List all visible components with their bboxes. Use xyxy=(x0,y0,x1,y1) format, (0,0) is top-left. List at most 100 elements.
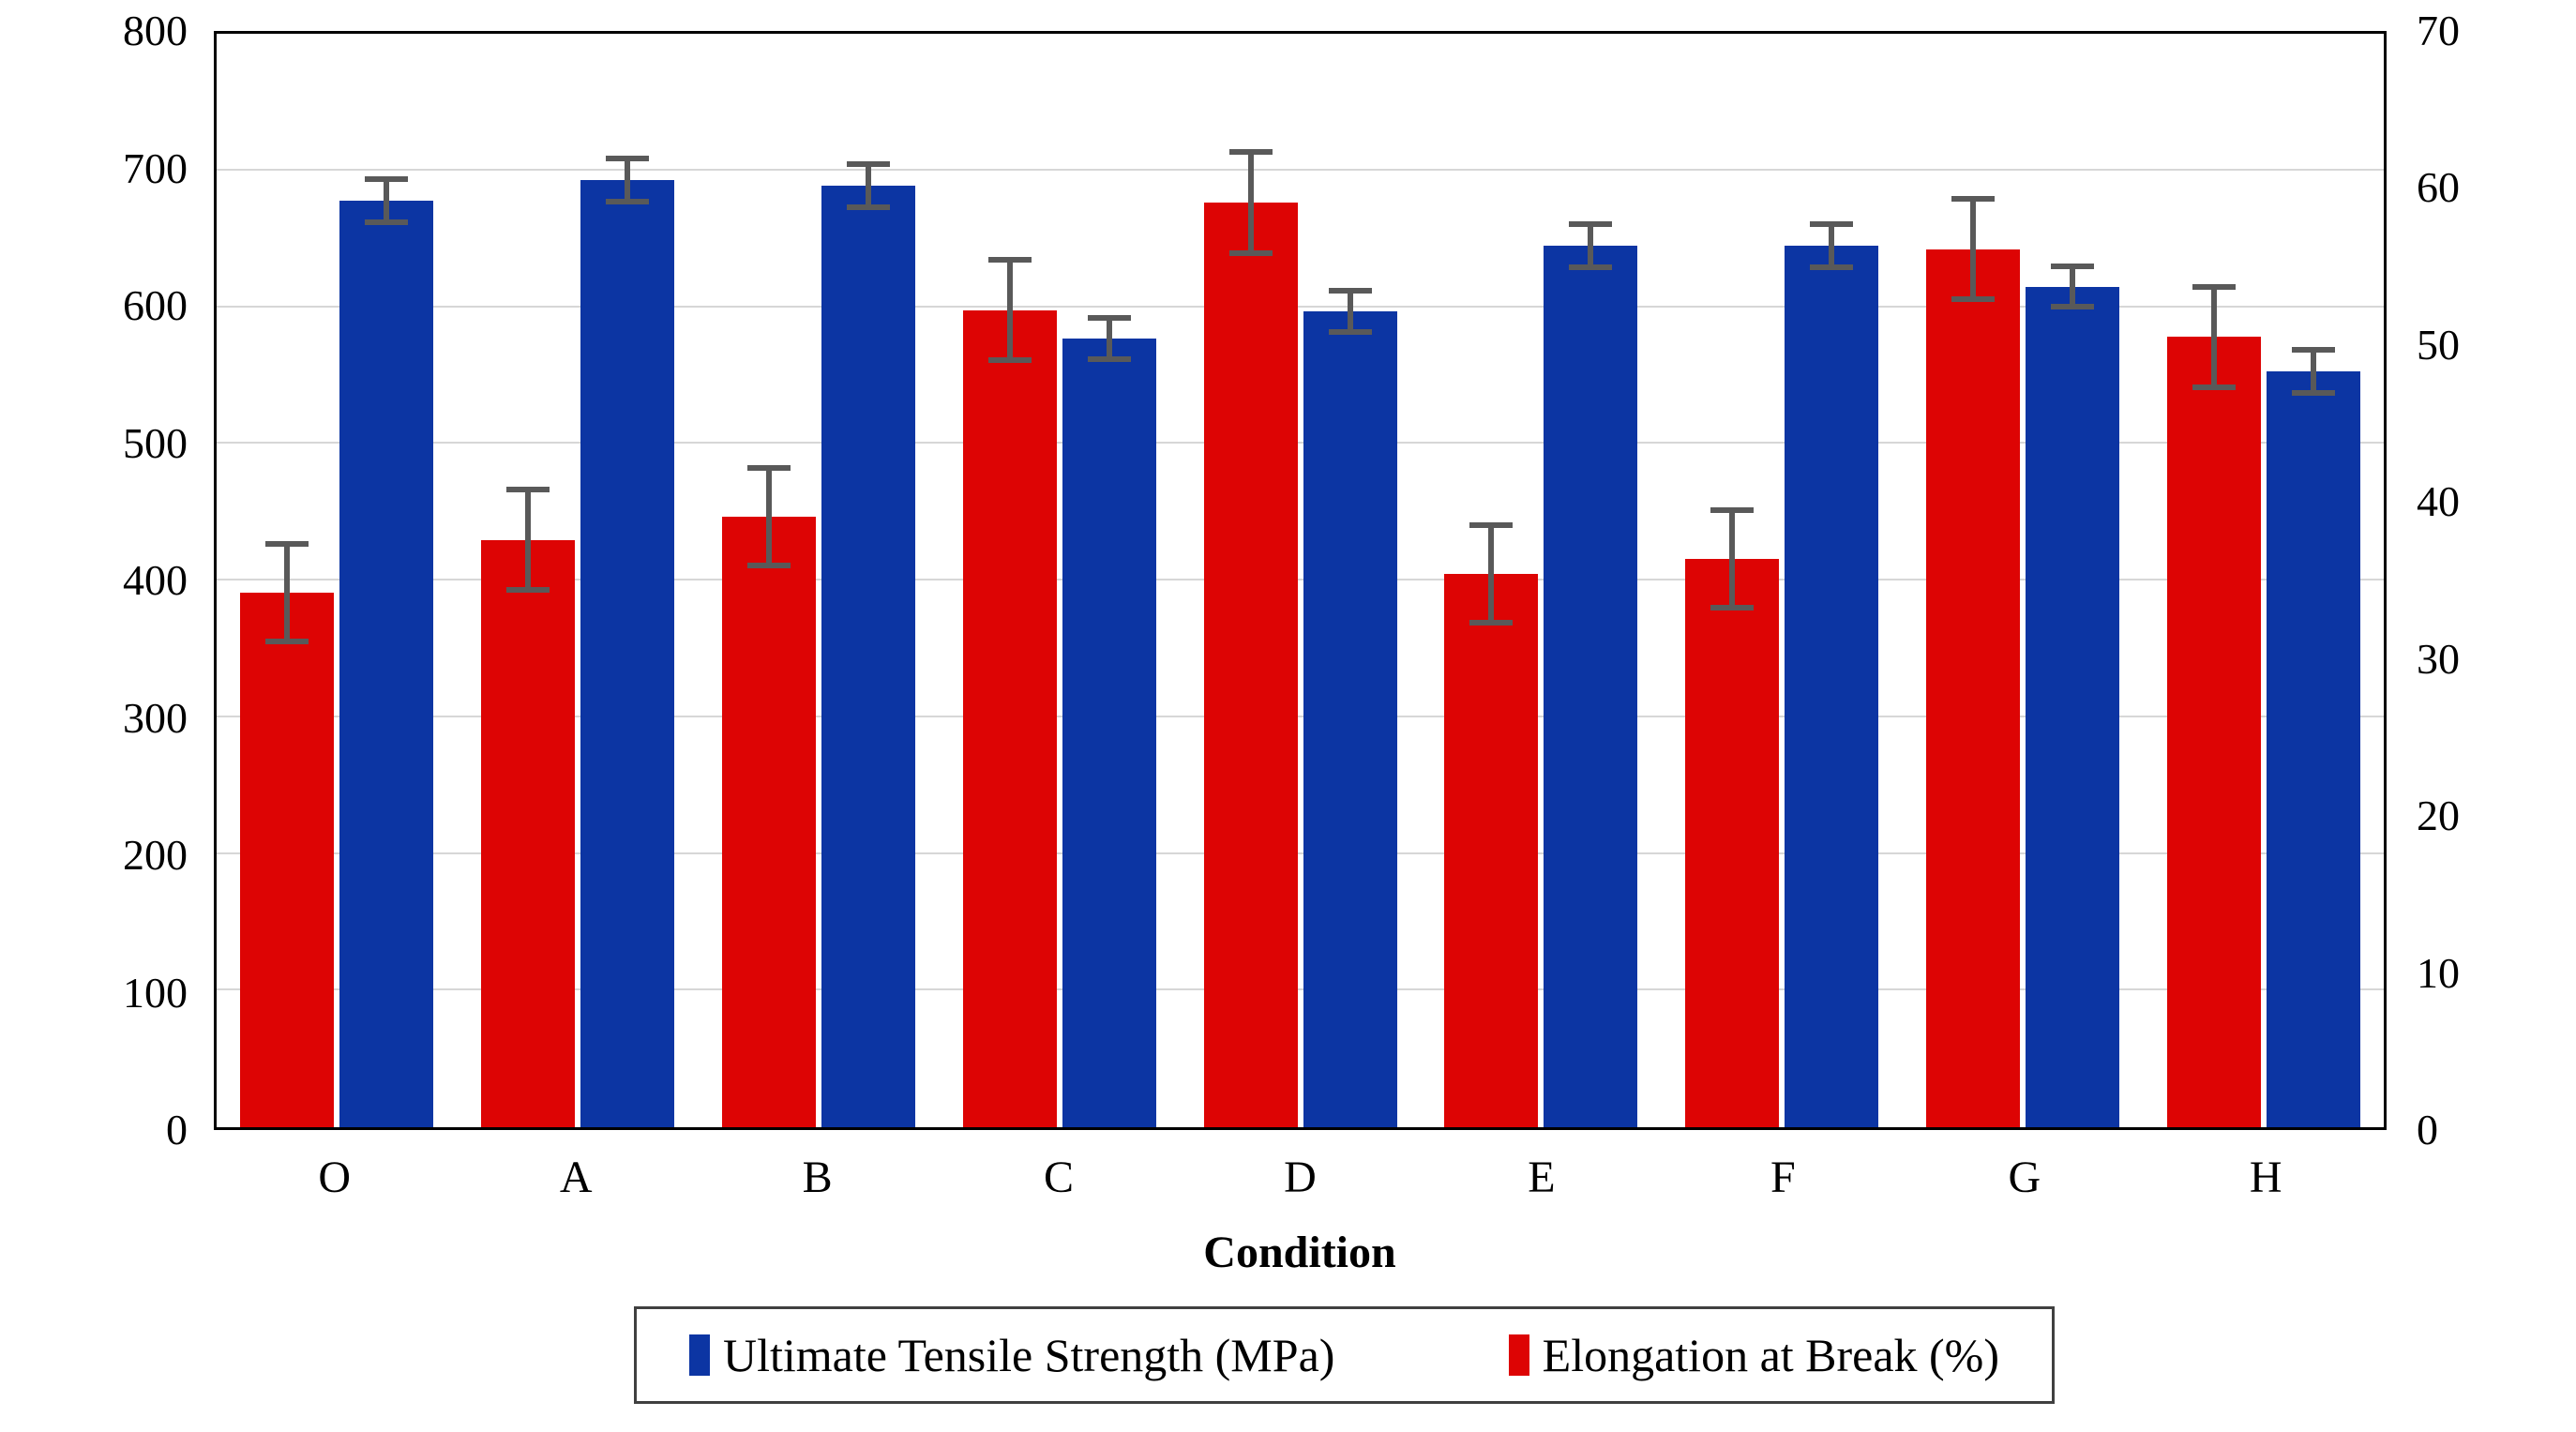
error-bar-line xyxy=(1829,220,1835,271)
elongation-error-bar-B xyxy=(746,464,791,568)
right-tick-50: 50 xyxy=(2417,320,2460,369)
uts-bar-D xyxy=(1303,310,1397,1127)
error-bar-cap-bottom xyxy=(1710,604,1755,610)
error-bar-line xyxy=(1588,220,1594,271)
error-bar-line xyxy=(284,541,291,645)
x-category-label-B: B xyxy=(802,1153,833,1202)
elongation-error-bar-O xyxy=(265,541,309,645)
uts-bar-G xyxy=(2025,286,2119,1127)
error-bar-cap-bottom xyxy=(746,562,791,568)
error-bar-cap-top xyxy=(1228,149,1273,156)
error-bar-cap-top xyxy=(987,257,1032,264)
x-category-label-C: C xyxy=(1044,1153,1075,1202)
error-bar-cap-top xyxy=(1810,220,1854,227)
uts-error-bar-D xyxy=(1328,288,1372,335)
x-category-label-O: O xyxy=(318,1153,352,1202)
gridline-300 xyxy=(217,715,2384,717)
error-bar-line xyxy=(625,155,631,205)
legend-entry-uts: Ultimate Tensile Strength (MPa) xyxy=(689,1332,1334,1379)
error-bar-cap-top xyxy=(1710,506,1755,513)
error-bar-cap-bottom xyxy=(365,219,409,226)
right-tick-20: 20 xyxy=(2417,791,2460,840)
uts-error-bar-E xyxy=(1569,220,1613,271)
gridline-700 xyxy=(217,168,2384,171)
error-bar-line xyxy=(2310,346,2316,397)
left-tick-800: 800 xyxy=(123,7,188,54)
gridline-400 xyxy=(217,579,2384,580)
error-bar-cap-top xyxy=(846,160,890,167)
error-bar-cap-bottom xyxy=(1810,264,1854,271)
error-bar-cap-bottom xyxy=(1469,620,1514,626)
uts-bar-F xyxy=(1785,245,1879,1127)
uts-error-bar-B xyxy=(846,160,890,211)
elongation-error-bar-G xyxy=(1951,196,1995,303)
x-category-label-E: E xyxy=(1528,1153,1556,1202)
elongation-error-bar-E xyxy=(1469,522,1514,626)
error-bar-cap-top xyxy=(2050,263,2094,269)
error-bar-cap-bottom xyxy=(506,587,550,594)
error-bar-line xyxy=(765,464,772,568)
left-tick-600: 600 xyxy=(123,281,188,329)
elongation-bar-D xyxy=(1203,202,1298,1127)
legend-entry-elongation: Elongation at Break (%) xyxy=(1508,1329,1999,1381)
x-category-label-F: F xyxy=(1770,1153,1796,1202)
elongation-error-bar-D xyxy=(1228,149,1273,256)
left-tick-500: 500 xyxy=(123,418,188,467)
uts-error-bar-C xyxy=(1087,315,1131,362)
error-bar-cap-top xyxy=(2192,283,2236,290)
error-bar-line xyxy=(525,487,532,594)
elongation-bar-B xyxy=(721,516,816,1127)
error-bar-line xyxy=(384,175,390,226)
uts-bar-O xyxy=(339,200,434,1127)
uts-error-bar-O xyxy=(365,175,409,226)
error-bar-cap-top xyxy=(1328,288,1372,294)
x-axis-title: Condition xyxy=(1203,1228,1396,1277)
left-tick-400: 400 xyxy=(123,556,188,604)
error-bar-line xyxy=(1729,506,1736,610)
x-category-label-H: H xyxy=(2249,1153,2282,1202)
error-bar-cap-bottom xyxy=(2291,390,2335,397)
error-bar-cap-top xyxy=(1569,220,1613,227)
legend: Ultimate Tensile Strength (MPa) Elongati… xyxy=(634,1306,2055,1404)
gridline-200 xyxy=(217,852,2384,854)
error-bar-cap-bottom xyxy=(1569,264,1613,271)
elongation-bar-F xyxy=(1685,558,1780,1127)
left-tick-100: 100 xyxy=(123,968,188,1017)
error-bar-cap-top xyxy=(1469,522,1514,529)
uts-legend-label: Ultimate Tensile Strength (MPa) xyxy=(723,1329,1335,1381)
error-bar-cap-top xyxy=(365,175,409,182)
x-category-label-G: G xyxy=(2008,1153,2041,1202)
elongation-legend-label: Elongation at Break (%) xyxy=(1542,1329,1999,1381)
left-tick-200: 200 xyxy=(123,831,188,879)
error-bar-line xyxy=(2210,283,2217,390)
right-tick-10: 10 xyxy=(2417,948,2460,997)
error-bar-cap-top xyxy=(506,487,550,493)
elongation-bar-G xyxy=(1925,249,2020,1127)
elongation-error-bar-H xyxy=(2192,283,2236,390)
error-bar-line xyxy=(1006,257,1013,364)
elongation-legend-swatch xyxy=(1508,1334,1529,1376)
left-tick-700: 700 xyxy=(123,143,188,192)
uts-bar-E xyxy=(1544,245,1638,1127)
error-bar-line xyxy=(1488,522,1495,626)
right-tick-30: 30 xyxy=(2417,634,2460,683)
plot-area xyxy=(214,31,2387,1130)
uts-error-bar-H xyxy=(2291,346,2335,397)
error-bar-cap-top xyxy=(606,155,650,161)
left-tick-0: 0 xyxy=(166,1106,188,1153)
elongation-error-bar-A xyxy=(506,487,550,594)
error-bar-line xyxy=(1106,315,1112,362)
uts-error-bar-G xyxy=(2050,263,2094,310)
uts-legend-swatch xyxy=(689,1334,710,1376)
elongation-bar-A xyxy=(481,539,576,1127)
error-bar-cap-bottom xyxy=(1087,355,1131,362)
elongation-error-bar-F xyxy=(1710,506,1755,610)
gridline-600 xyxy=(217,305,2384,308)
gridline-100 xyxy=(217,988,2384,991)
error-bar-cap-top xyxy=(2291,346,2335,353)
x-category-label-A: A xyxy=(559,1153,593,1202)
uts-bar-H xyxy=(2266,371,2360,1127)
left-tick-300: 300 xyxy=(123,693,188,742)
uts-error-bar-A xyxy=(606,155,650,205)
